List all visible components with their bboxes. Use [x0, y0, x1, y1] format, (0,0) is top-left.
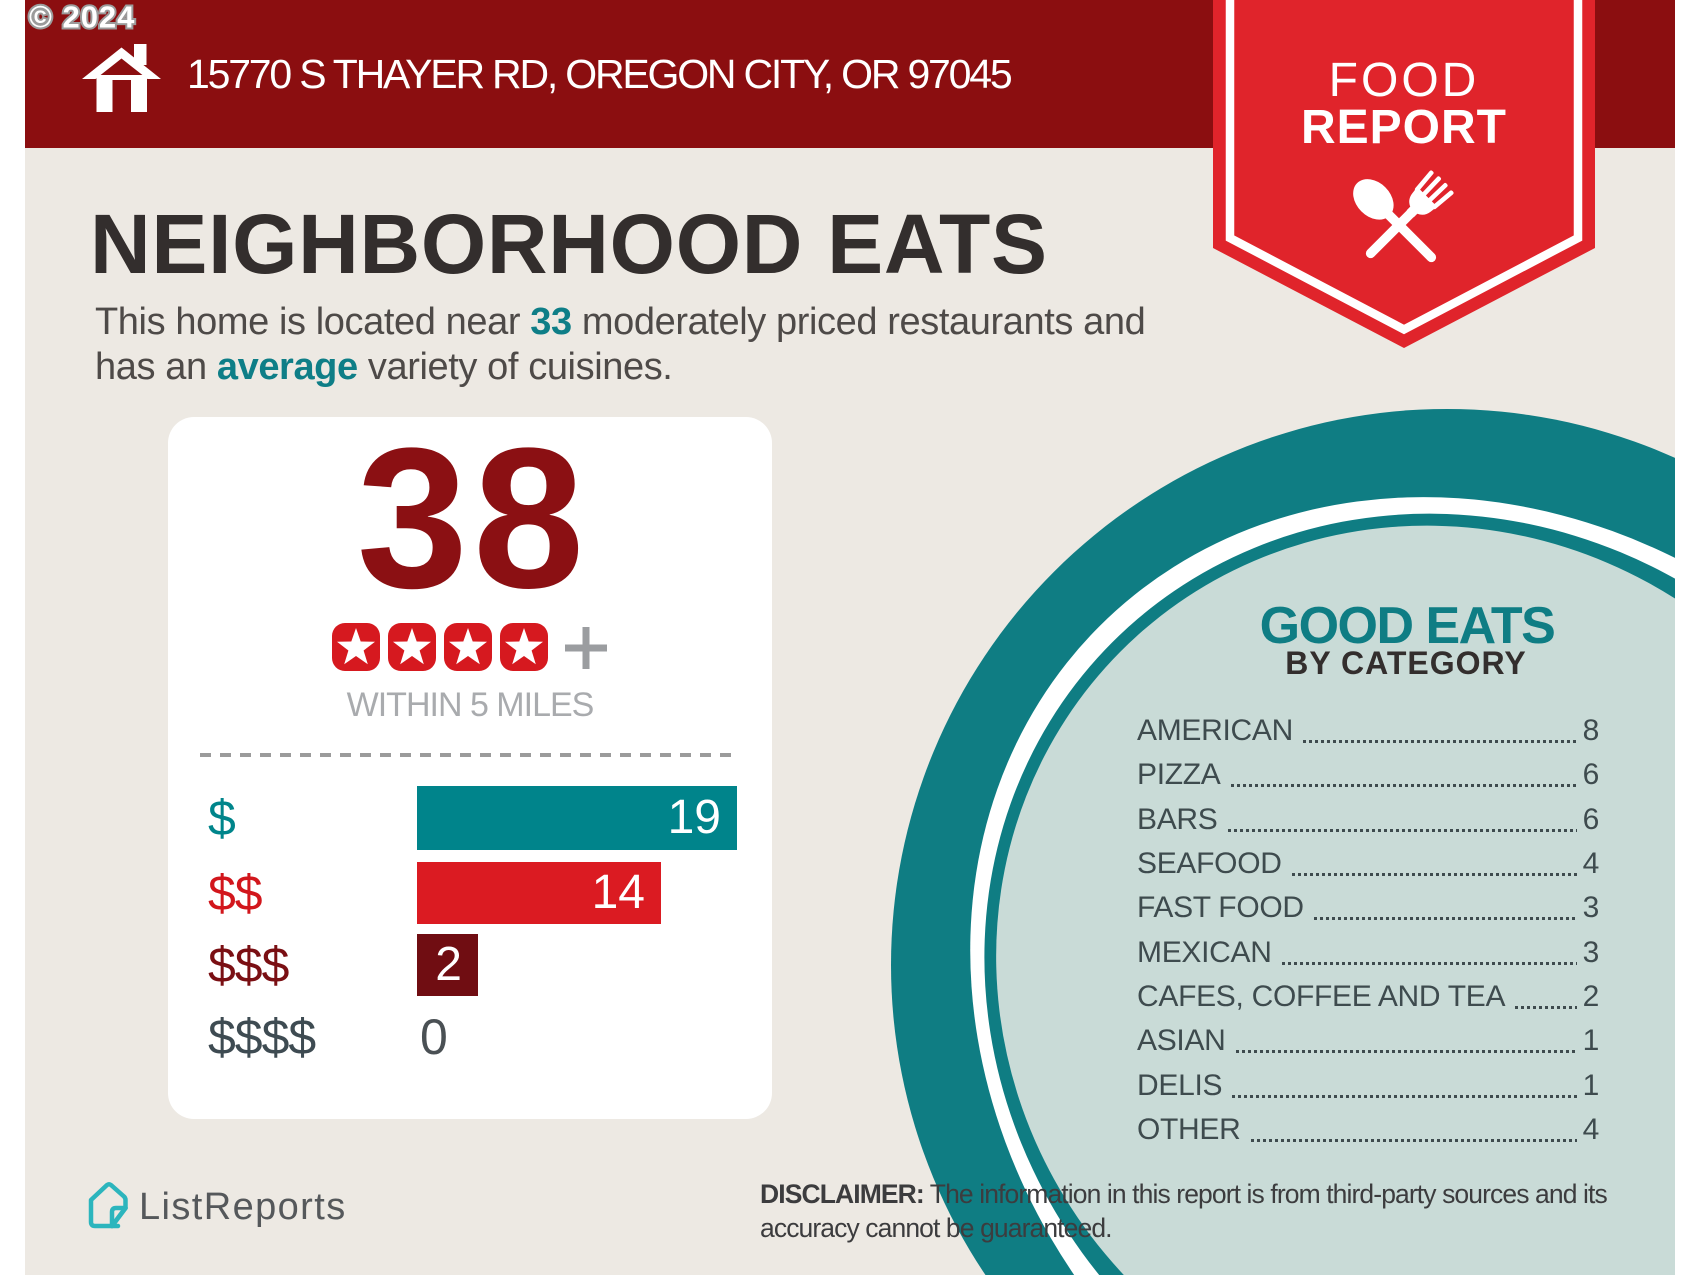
svg-text:REPORT: REPORT	[1301, 101, 1507, 154]
svg-text:© 2024: © 2024	[29, 0, 135, 35]
svg-text:FOOD: FOOD	[1329, 54, 1480, 107]
